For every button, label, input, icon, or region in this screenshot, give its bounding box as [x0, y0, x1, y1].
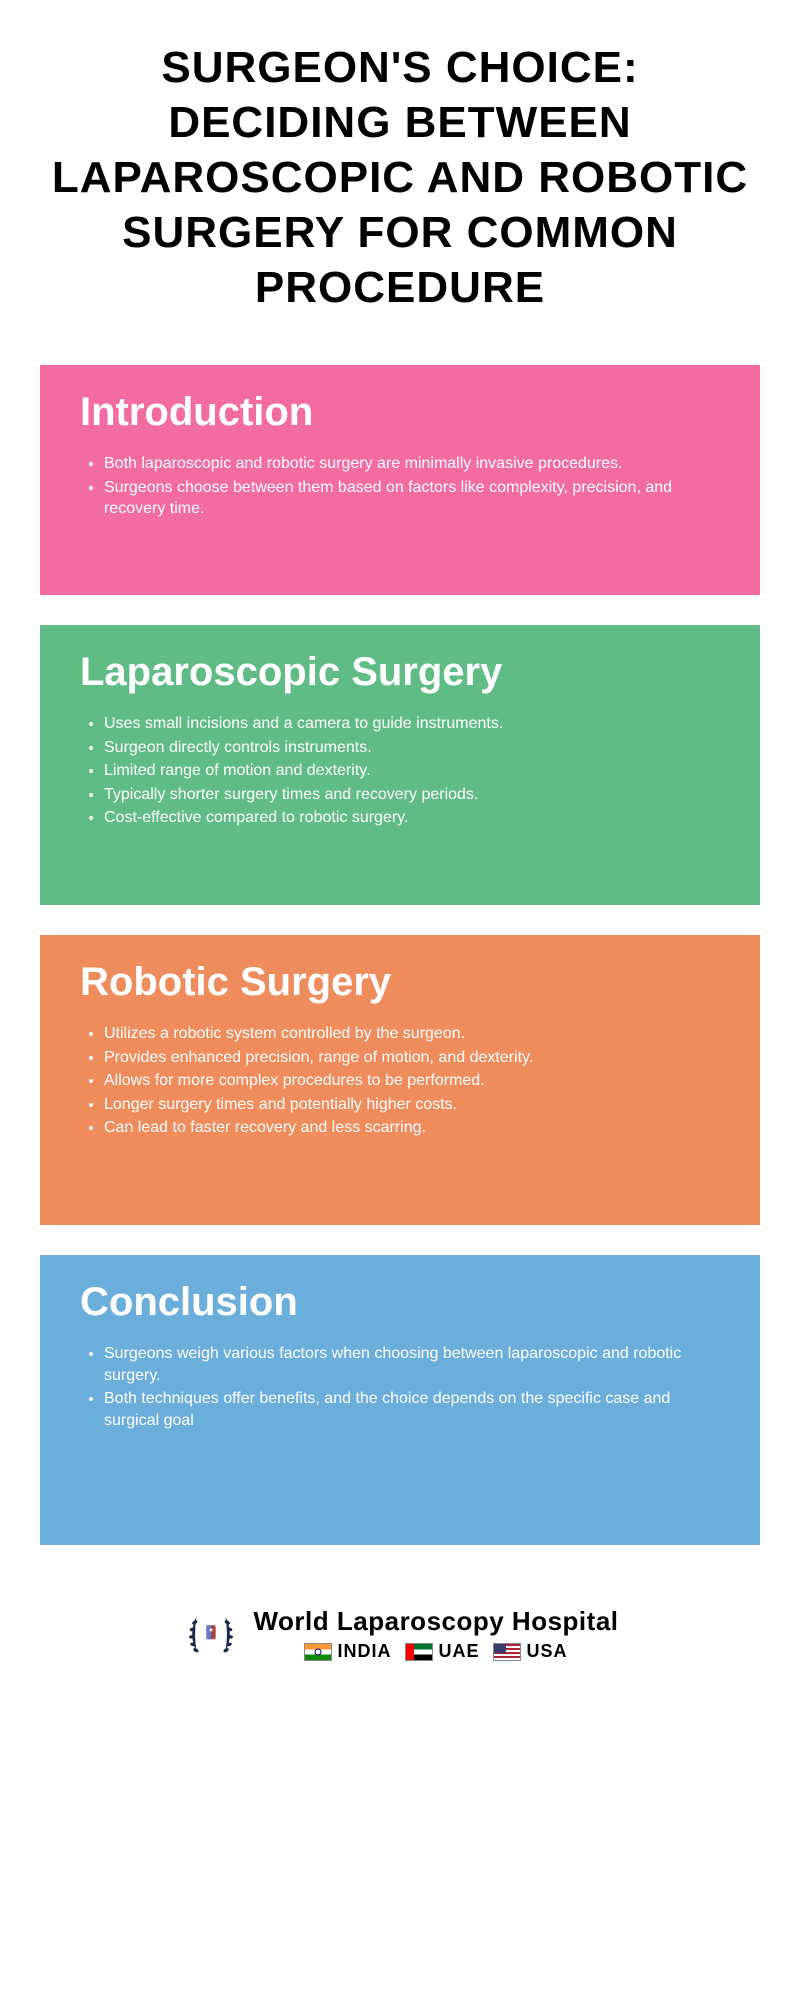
section-card: Robotic Surgery Utilizes a robotic system…: [40, 935, 760, 1225]
usa-flag-icon: [493, 1643, 521, 1661]
bullet-item: Surgeons choose between them based on fa…: [104, 477, 720, 520]
india-flag-icon: [304, 1643, 332, 1661]
page-title: SURGEON'S CHOICE: DECIDING BETWEEN LAPAR…: [30, 40, 770, 315]
countries-row: INDIA UAE USA: [304, 1641, 567, 1662]
page-container: SURGEON'S CHOICE: DECIDING BETWEEN LAPAR…: [0, 0, 800, 1728]
bullet-list: Both laparoscopic and robotic surgery ar…: [80, 453, 720, 520]
hospital-name: World Laparoscopy Hospital: [253, 1606, 618, 1637]
bullet-item: Both laparoscopic and robotic surgery ar…: [104, 453, 720, 475]
bullet-list: Utilizes a robotic system controlled by …: [80, 1023, 720, 1139]
section-title: Laparoscopic Surgery: [80, 650, 720, 695]
bullet-item: Longer surgery times and potentially hig…: [104, 1094, 720, 1116]
bullet-list: Uses small incisions and a camera to gui…: [80, 713, 720, 829]
bullet-item: Surgeons weigh various factors when choo…: [104, 1343, 720, 1386]
bullet-item: Provides enhanced precision, range of mo…: [104, 1047, 720, 1069]
section-title: Introduction: [80, 390, 720, 435]
bullet-list: Surgeons weigh various factors when choo…: [80, 1343, 720, 1431]
country-item: USA: [493, 1641, 567, 1662]
section-card: Laparoscopic Surgery Uses small incisions…: [40, 625, 760, 905]
country-label: UAE: [438, 1641, 479, 1662]
country-item: UAE: [405, 1641, 479, 1662]
bullet-item: Cost-effective compared to robotic surge…: [104, 807, 720, 829]
bullet-item: Both techniques offer benefits, and the …: [104, 1388, 720, 1431]
footer: World Laparoscopy Hospital INDIA UAE USA: [30, 1575, 770, 1708]
section-card: Conclusion Surgeons weigh various factors…: [40, 1255, 760, 1545]
bullet-item: Limited range of motion and dexterity.: [104, 760, 720, 782]
laurel-logo: [181, 1605, 241, 1663]
sections-wrapper: Introduction Both laparoscopic and roboti…: [30, 365, 770, 1545]
country-label: INDIA: [337, 1641, 391, 1662]
laurel-icon: [182, 1605, 240, 1663]
country-item: INDIA: [304, 1641, 391, 1662]
uae-flag-icon: [405, 1643, 433, 1661]
footer-inner: World Laparoscopy Hospital INDIA UAE USA: [181, 1605, 618, 1663]
section-card: Introduction Both laparoscopic and roboti…: [40, 365, 760, 595]
bullet-item: Typically shorter surgery times and reco…: [104, 784, 720, 806]
section-title: Robotic Surgery: [80, 960, 720, 1005]
bullet-item: Utilizes a robotic system controlled by …: [104, 1023, 720, 1045]
country-label: USA: [526, 1641, 567, 1662]
section-title: Conclusion: [80, 1280, 720, 1325]
bullet-item: Allows for more complex procedures to be…: [104, 1070, 720, 1092]
footer-text: World Laparoscopy Hospital INDIA UAE USA: [253, 1606, 618, 1662]
bullet-item: Uses small incisions and a camera to gui…: [104, 713, 720, 735]
bullet-item: Surgeon directly controls instruments.: [104, 737, 720, 759]
bullet-item: Can lead to faster recovery and less sca…: [104, 1117, 720, 1139]
